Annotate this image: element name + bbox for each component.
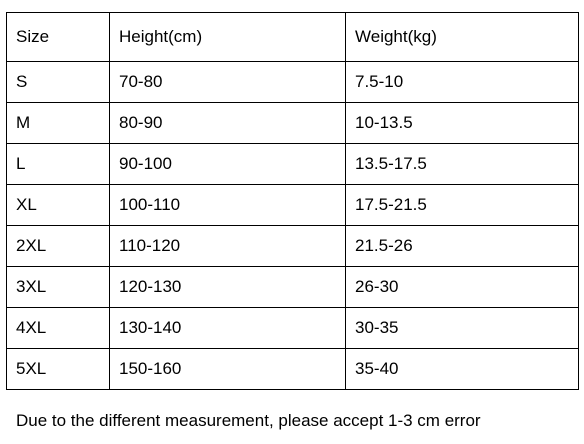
size-cell: M	[6, 102, 110, 144]
size-cell: XL	[6, 184, 110, 226]
table-row: 5XL 150-160 35-40	[6, 348, 579, 390]
height-cell: 110-120	[109, 225, 346, 267]
header-size: Size	[6, 12, 110, 62]
height-cell: 120-130	[109, 266, 346, 308]
header-row: Size Height(cm) Weight(kg)	[6, 12, 579, 62]
height-cell: 80-90	[109, 102, 346, 144]
weight-cell: 26-30	[345, 266, 579, 308]
weight-cell: 13.5-17.5	[345, 143, 579, 185]
height-cell: 130-140	[109, 307, 346, 349]
header-weight: Weight(kg)	[345, 12, 579, 62]
size-cell: 4XL	[6, 307, 110, 349]
size-cell: 3XL	[6, 266, 110, 308]
weight-cell: 21.5-26	[345, 225, 579, 267]
table-row: M 80-90 10-13.5	[6, 102, 579, 144]
size-cell: 5XL	[6, 348, 110, 390]
table-row: 2XL 110-120 21.5-26	[6, 225, 579, 267]
table-row: XL 100-110 17.5-21.5	[6, 184, 579, 226]
weight-cell: 35-40	[345, 348, 579, 390]
size-chart-table: Size Height(cm) Weight(kg) S 70-80 7.5-1…	[6, 12, 579, 390]
weight-cell: 7.5-10	[345, 61, 579, 103]
table-row: L 90-100 13.5-17.5	[6, 143, 579, 185]
size-cell: S	[6, 61, 110, 103]
weight-cell: 30-35	[345, 307, 579, 349]
table-row: S 70-80 7.5-10	[6, 61, 579, 103]
size-cell: L	[6, 143, 110, 185]
height-cell: 70-80	[109, 61, 346, 103]
height-cell: 90-100	[109, 143, 346, 185]
table-row: 4XL 130-140 30-35	[6, 307, 579, 349]
measurement-note: Due to the different measurement, please…	[16, 411, 481, 430]
weight-cell: 10-13.5	[345, 102, 579, 144]
size-cell: 2XL	[6, 225, 110, 267]
height-cell: 150-160	[109, 348, 346, 390]
height-cell: 100-110	[109, 184, 346, 226]
header-height: Height(cm)	[109, 12, 346, 62]
table-row: 3XL 120-130 26-30	[6, 266, 579, 308]
weight-cell: 17.5-21.5	[345, 184, 579, 226]
